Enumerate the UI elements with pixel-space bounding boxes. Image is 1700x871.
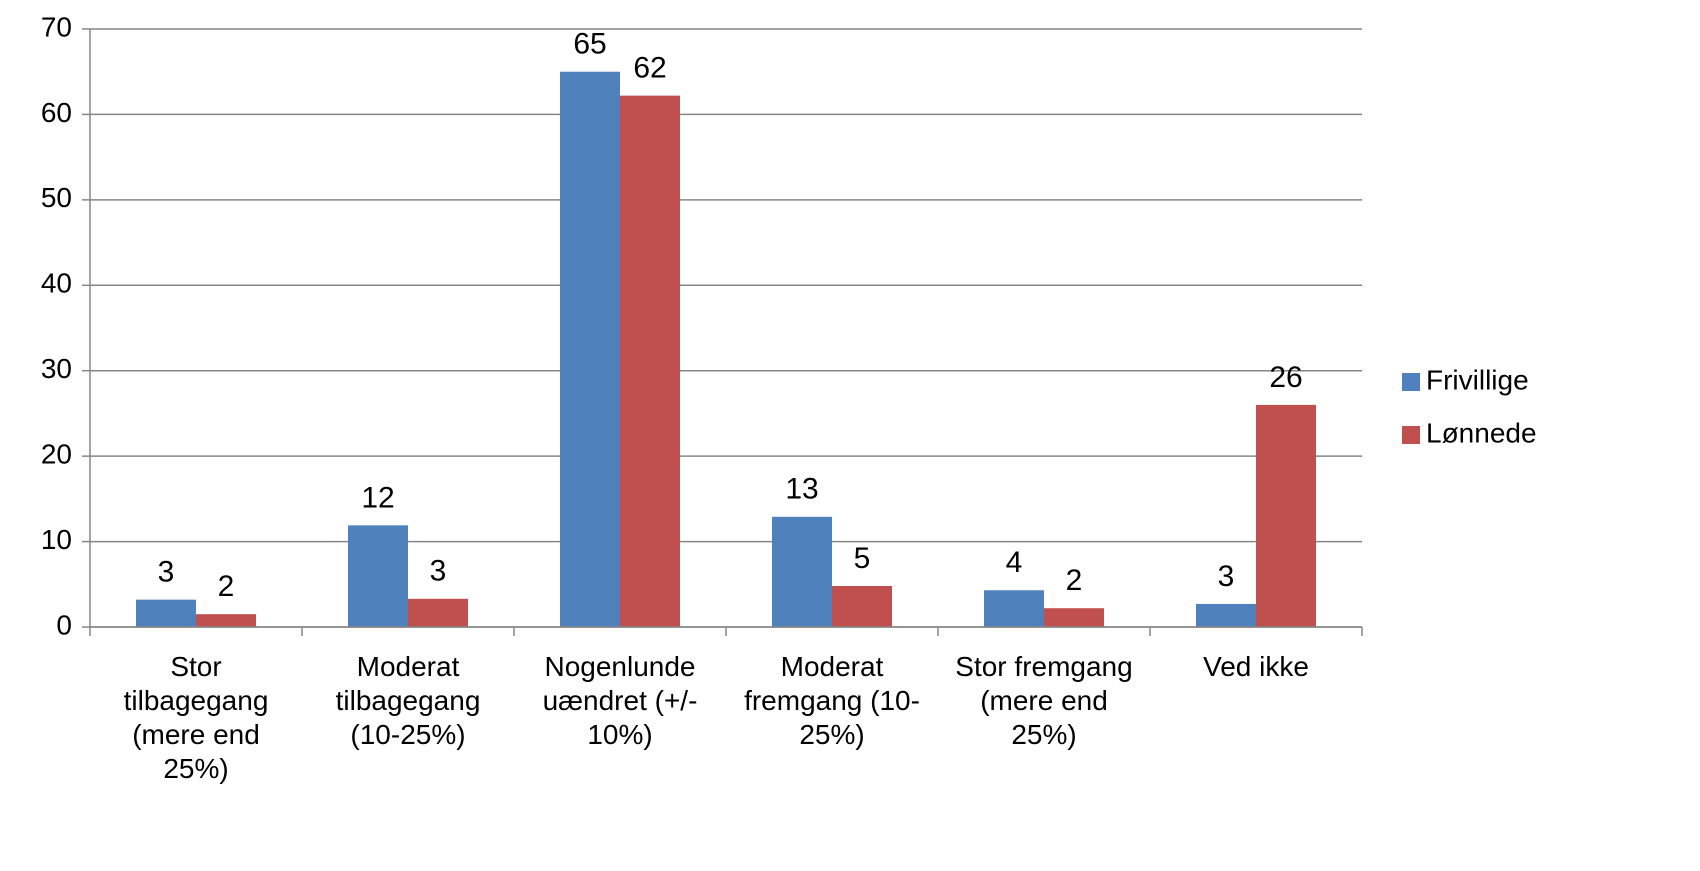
data-label: 5	[854, 542, 871, 575]
x-tick-label: Stor fremgang (mere end 25%)	[955, 651, 1133, 750]
legend-label: Lønnede	[1426, 417, 1537, 448]
bar	[196, 614, 256, 627]
data-label: 3	[430, 555, 447, 588]
legend-swatch	[1402, 373, 1420, 391]
data-label: 26	[1269, 361, 1302, 394]
x-tick-label: Nogenlunde uændret (+/- 10%)	[542, 651, 698, 750]
x-tick-label: Stor tilbagegang (mere end 25%)	[123, 651, 269, 784]
bar	[408, 598, 468, 627]
y-tick-label: 0	[56, 609, 72, 640]
data-label: 65	[573, 28, 606, 61]
y-tick-label: 50	[41, 182, 72, 213]
y-tick-label: 20	[41, 439, 72, 470]
data-label: 2	[1066, 564, 1083, 597]
x-tick-label: Moderat fremgang (10-25%)	[744, 651, 920, 750]
data-label: 13	[785, 473, 818, 506]
bar	[772, 516, 832, 627]
bar	[1256, 404, 1316, 627]
x-tick-label: Ved ikke	[1203, 651, 1309, 682]
y-tick-label: 30	[41, 353, 72, 384]
data-label: 12	[361, 481, 394, 514]
data-label: 3	[1218, 560, 1235, 593]
bar	[1044, 608, 1104, 627]
data-label: 2	[218, 570, 235, 603]
legend-label: Frivillige	[1426, 364, 1529, 395]
bar	[136, 599, 196, 627]
y-tick-label: 60	[41, 97, 72, 128]
x-tick-label: Moderat tilbagegang (10-25%)	[335, 651, 481, 750]
bar	[832, 585, 892, 627]
y-tick-label: 10	[41, 524, 72, 555]
bar	[560, 71, 620, 627]
data-label: 62	[633, 52, 666, 85]
bar	[984, 590, 1044, 627]
legend-swatch	[1402, 426, 1420, 444]
y-tick-label: 40	[41, 268, 72, 299]
y-tick-label: 70	[41, 11, 72, 42]
bar	[620, 95, 680, 628]
bar	[1196, 603, 1256, 627]
data-label: 3	[158, 556, 175, 589]
bar	[348, 525, 408, 627]
data-label: 4	[1006, 546, 1023, 579]
